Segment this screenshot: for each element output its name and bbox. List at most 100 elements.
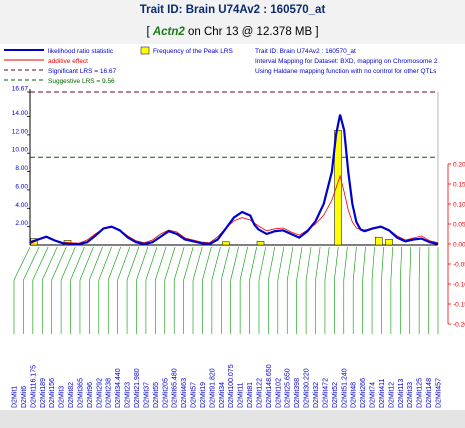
marker-connector [136, 246, 149, 281]
marker-label: D2Mit411 [379, 378, 386, 408]
right-tick-label: 0.15 [453, 182, 465, 189]
marker-label: D2Mit125 [417, 378, 424, 408]
marker-connector [296, 246, 303, 281]
marker-connector [202, 246, 212, 281]
left-tick-label: 12.00 [12, 128, 29, 135]
frequency-bar [375, 236, 383, 246]
marker-connector [268, 246, 276, 281]
marker-label: D2Mit463 [181, 378, 188, 408]
right-tick-label: 0.10 [453, 202, 465, 209]
marker-connector [107, 246, 121, 281]
right-tick-label: -0.05 [453, 262, 465, 269]
threshold-lines [30, 91, 438, 158]
legend-info-line-3: Using Haldane mapping function with no c… [255, 68, 437, 75]
marker-connector [183, 246, 194, 281]
marker-label: D2Mit189 [40, 378, 47, 408]
marker-label: D2Mit21.980 [134, 368, 141, 408]
right-tick-label: 0.20 [453, 162, 465, 169]
marker-connector [371, 246, 375, 281]
marker-label: D2Mit12 [388, 382, 395, 408]
marker-label: D2Mit37 [143, 382, 150, 408]
marker-connector [418, 246, 421, 281]
legend-info-line-1: Trait ID: Brain U74Av2 : 160570_at [255, 48, 356, 55]
marker-label: D2Mit32 [313, 382, 320, 408]
marker-connector [70, 246, 85, 281]
marker-connector [352, 246, 357, 281]
marker-label: D2Mit365 [77, 378, 84, 408]
marker-label: D2Mit65.480 [172, 368, 179, 408]
right-tick-label: -0.15 [453, 302, 465, 309]
marker-connector [51, 246, 67, 281]
marker-connector [89, 246, 103, 281]
peak-frequency-bars [30, 130, 393, 246]
marker-label: D2Mit116.175 [30, 365, 37, 408]
marker-label: D2Mit122 [256, 378, 263, 408]
marker-connector [390, 246, 393, 281]
left-tick-label: 14.00 [12, 110, 29, 117]
marker-label: D2Mit398 [294, 378, 301, 408]
legend-frequency-label: Frequency of the Peak LRS [153, 48, 234, 55]
marker-label: D2Mit34.440 [115, 368, 122, 408]
marker-connector [13, 246, 31, 281]
marker-connector [32, 246, 49, 281]
marker-label: D2Mit52 [332, 382, 339, 408]
marker-label: D2Mit100.075 [228, 364, 235, 408]
axes: 2.00 4.00 6.00 8.00 10.00 12.00 14.00 16.67 0.20… [12, 86, 465, 329]
left-tick-label: 6.00 [15, 183, 28, 190]
marker-label: D2Mit19 [200, 382, 207, 408]
marker-connector [192, 246, 203, 281]
left-tick-label: 10.00 [12, 147, 29, 154]
marker-label: D2Mit1 [12, 386, 19, 408]
marker-label: D2Mit57 [191, 382, 198, 408]
marker-label: D2Mit113 [398, 378, 405, 408]
frequency-bar [385, 239, 393, 246]
marker-label: D2Mit3 [59, 386, 66, 408]
legend-significant-label: Significant LRS = 16.67 [48, 68, 116, 75]
marker-label: D2Mit25.650 [285, 368, 292, 408]
marker-connector [239, 246, 248, 281]
marker-connector [220, 246, 230, 281]
marker-connector [381, 246, 384, 281]
lrs-line [29, 114, 439, 246]
marker-connector [249, 246, 257, 281]
right-tick-label: 0.00 [453, 242, 465, 249]
left-tick-label: 2.00 [15, 220, 28, 227]
marker-connector [258, 246, 267, 281]
marker-label: D2Mit82 [68, 382, 75, 408]
qtl-mapping-plot[interactable]: likelihood ratio statistic additive effe… [0, 44, 465, 410]
left-tick-label: 4.00 [15, 202, 28, 209]
marker-connector [230, 246, 239, 281]
marker-label: D2Mit292 [96, 378, 103, 408]
chart-svg: likelihood ratio statistic additive effe… [4, 46, 465, 408]
chart-legend: likelihood ratio statistic additive effe… [4, 46, 438, 85]
marker-label: D2Mit266 [360, 378, 367, 408]
marker-label: D2Mit74 [370, 382, 377, 408]
left-tick-label: 16.67 [12, 86, 29, 93]
marker-label: D2Mit91.820 [209, 368, 216, 408]
gene-link[interactable]: Actn2 [152, 26, 185, 38]
marker-connector [41, 246, 58, 281]
page-title: Trait ID: Brain U74Av2 : 160570_at [139, 4, 326, 16]
marker-label: D2Mit102 [275, 378, 282, 408]
marker-connector [164, 246, 176, 281]
marker-label: D2Mit81 [247, 382, 254, 408]
marker-label: D2Mit51.240 [341, 368, 348, 408]
subtitle-suffix: on Chr 13 @ 12.378 MB ] [184, 26, 319, 38]
marker-connector [155, 246, 167, 281]
marker-label: D2Mit6 [21, 386, 28, 408]
marker-connector [60, 246, 76, 281]
marker-connector [305, 246, 312, 281]
marker-connector [145, 246, 158, 281]
marker-label: D2Mit96 [87, 382, 94, 408]
marker-label: D2Mit472 [322, 378, 329, 408]
marker-label: D2Mit11 [238, 382, 245, 408]
marker-label: D2Mit30.220 [304, 368, 311, 408]
marker-connector [409, 246, 412, 281]
marker-label: D2Mit33 [407, 382, 414, 408]
marker-connector [117, 246, 131, 281]
right-tick-label: 0.05 [453, 222, 465, 229]
gene-location-subtitle: [ Actn2 on Chr 13 @ 12.378 MB ] [0, 26, 465, 38]
legend-frequency-swatch [140, 46, 150, 55]
series-lines [29, 114, 439, 246]
legend-lrs-label: likelihood ratio statistic [48, 48, 114, 55]
